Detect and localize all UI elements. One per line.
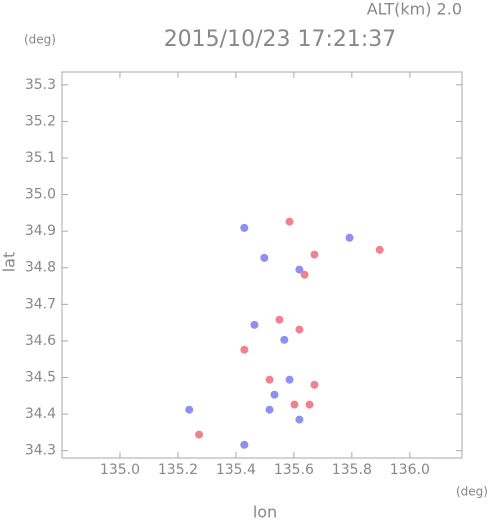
- y-tick-label: 34.8: [25, 260, 56, 276]
- y-tick-label: 35.2: [25, 113, 56, 129]
- y-tick-label: 34.7: [25, 296, 56, 312]
- chart-title: 2015/10/23 17:21:37: [164, 27, 397, 52]
- echo-point: [260, 253, 269, 262]
- echo-point: [185, 405, 194, 414]
- x-tick-label: 135.6: [274, 462, 314, 478]
- x-tick-label: 135.2: [158, 462, 198, 478]
- x-tick-label: 135.4: [216, 462, 256, 478]
- echo-point: [195, 430, 204, 439]
- y-tick-label: 34.3: [25, 443, 56, 459]
- echo-point: [280, 335, 289, 344]
- echo-point: [270, 390, 279, 399]
- echo-point: [295, 325, 304, 334]
- echo-point: [305, 400, 314, 409]
- echo-point: [275, 315, 284, 324]
- plot-frame: [61, 71, 463, 459]
- echo-point: [240, 440, 249, 449]
- y-unit: (deg): [24, 33, 56, 47]
- y-axis-label: lat: [0, 252, 19, 273]
- x-tick-label: 135.0: [100, 462, 140, 478]
- y-tick-label: 35.0: [25, 187, 56, 203]
- echo-point: [285, 375, 294, 384]
- y-tick-label: 34.9: [25, 223, 56, 239]
- y-tick-label: 35.3: [25, 77, 56, 93]
- y-tick-label: 35.1: [25, 150, 56, 166]
- echo-point: [295, 415, 304, 424]
- x-tick-label: 136.0: [390, 462, 430, 478]
- echo-point: [265, 405, 274, 414]
- echo-point: [240, 223, 249, 232]
- x-tick-label: 135.8: [332, 462, 372, 478]
- y-tick-label: 34.5: [25, 370, 56, 386]
- y-tick-label: 34.6: [25, 333, 56, 349]
- echo-point: [345, 233, 354, 242]
- echo-point: [250, 320, 259, 329]
- echo-point: [375, 245, 384, 254]
- echo-point: [295, 265, 304, 274]
- echo-point: [310, 380, 319, 389]
- x-unit: (deg): [456, 485, 488, 499]
- x-axis-label: lon: [253, 503, 277, 521]
- echo-point: [265, 375, 274, 384]
- echo-point: [310, 250, 319, 259]
- echo-point: [240, 345, 249, 354]
- y-tick-label: 34.4: [25, 406, 56, 422]
- chart-subtitle: ALT(km) 2.0: [367, 0, 462, 19]
- echo-point: [285, 217, 294, 226]
- echo-point: [300, 270, 309, 279]
- echo-point: [290, 400, 299, 409]
